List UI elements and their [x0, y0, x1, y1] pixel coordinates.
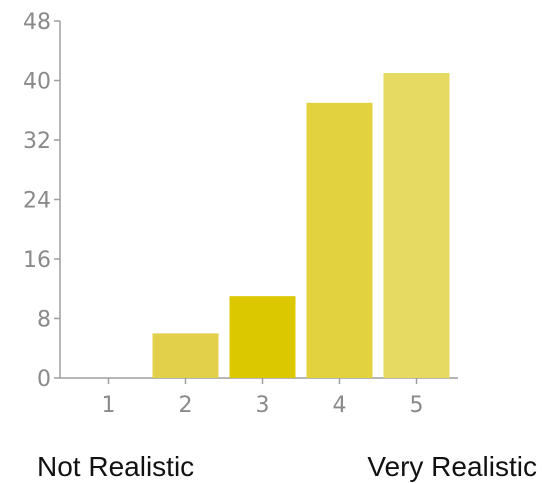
x-tick-label: 5 — [410, 393, 424, 418]
y-tick-label: 24 — [23, 189, 51, 214]
x-tick-label: 2 — [179, 393, 193, 418]
y-tick-label: 48 — [23, 10, 51, 35]
y-tick-label: 8 — [37, 308, 51, 333]
scale-low-label: Not Realistic — [37, 451, 194, 482]
y-tick-label: 0 — [37, 367, 51, 392]
bars — [152, 73, 450, 378]
bar-2 — [152, 333, 219, 378]
x-tick-label: 1 — [102, 393, 116, 418]
bar-5 — [383, 73, 450, 378]
x-axis: 1 2 3 4 5 — [60, 377, 458, 418]
y-axis: 0 8 16 24 32 40 48 — [23, 10, 61, 392]
y-tick-label: 40 — [23, 70, 51, 95]
bar-3 — [229, 296, 296, 378]
y-tick-label: 32 — [23, 129, 51, 154]
scale-high-label: Very Realistic — [367, 451, 537, 482]
y-tick-label: 16 — [23, 248, 51, 273]
x-tick-label: 4 — [333, 393, 347, 418]
x-tick-label: 3 — [256, 393, 270, 418]
bar-4 — [306, 102, 373, 378]
